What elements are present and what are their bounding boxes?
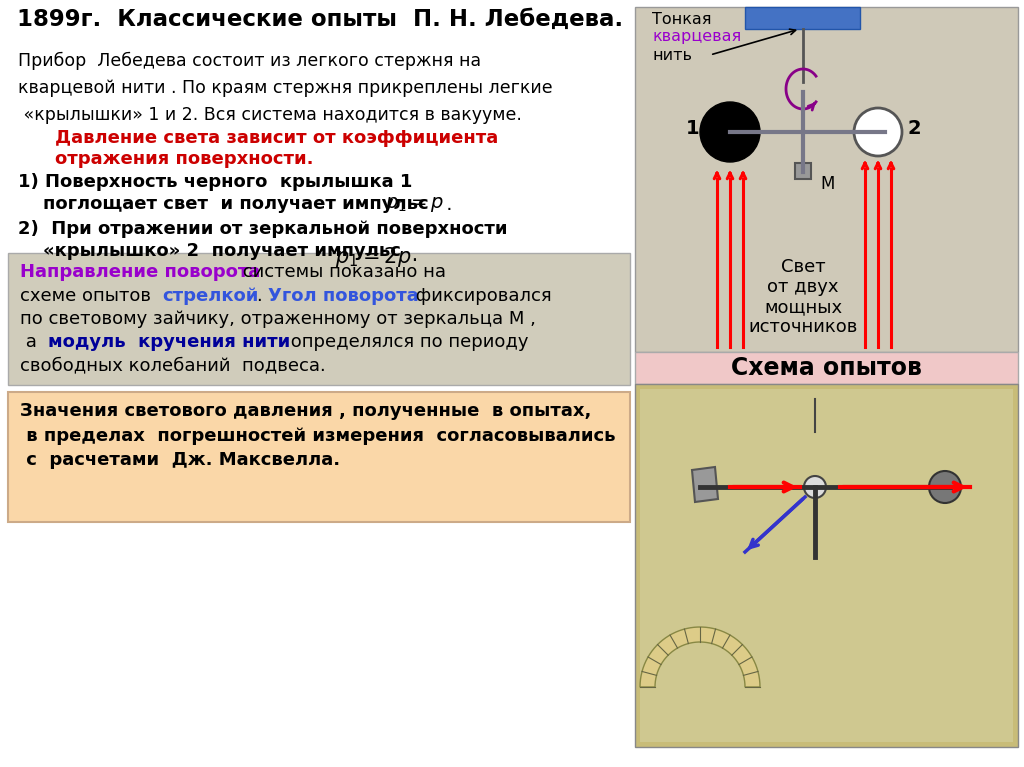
Text: по световому зайчику, отраженному от зеркальца М ,: по световому зайчику, отраженному от зер…: [20, 310, 536, 328]
Circle shape: [929, 471, 961, 503]
Text: схеме опытов: схеме опытов: [20, 287, 163, 305]
Text: «крылышко» 2  получает импульс: «крылышко» 2 получает импульс: [18, 242, 400, 260]
Text: $p_1 = 2p$: $p_1 = 2p$: [335, 245, 412, 269]
Bar: [640, 389, 1013, 742]
Text: Направление поворота: Направление поворота: [20, 263, 260, 281]
Text: определялся по периоду: определялся по периоду: [285, 333, 528, 351]
Bar: [745, 7, 860, 29]
Text: свободных колебаний  подвеса.: свободных колебаний подвеса.: [20, 356, 326, 374]
Text: источников: источников: [749, 318, 858, 336]
Text: $p_1 = p$: $p_1 = p$: [385, 195, 444, 214]
Text: .: .: [257, 287, 268, 305]
Text: модуль  кручения нити: модуль кручения нити: [48, 333, 290, 351]
Text: а: а: [20, 333, 43, 351]
Text: Давление света зависит от коэффициента: Давление света зависит от коэффициента: [55, 129, 499, 147]
Text: мощных: мощных: [764, 298, 842, 316]
Bar: [635, 384, 1018, 747]
Text: кварцевая: кварцевая: [652, 29, 741, 44]
Text: .: .: [406, 245, 418, 265]
Text: Значения светового давления , полученные  в опытах,: Значения светового давления , полученные…: [20, 402, 592, 420]
Text: Угол поворота: Угол поворота: [268, 287, 419, 305]
Text: 1899г.  Классические опыты  П. Н. Лебедева.: 1899г. Классические опыты П. Н. Лебедева…: [17, 8, 623, 31]
Polygon shape: [640, 627, 760, 687]
Bar: [795, 163, 811, 179]
Bar: [8, 253, 630, 385]
Text: Схема опытов: Схема опытов: [731, 356, 922, 380]
Text: 1: 1: [686, 120, 699, 139]
Circle shape: [804, 476, 826, 498]
Text: .: .: [440, 195, 453, 214]
Bar: [635, 352, 1018, 384]
Circle shape: [700, 102, 760, 162]
Text: в пределах  погрешностей измерения  согласовывались: в пределах погрешностей измерения соглас…: [20, 427, 615, 445]
Text: фиксировался: фиксировался: [410, 287, 552, 305]
Bar: [635, 7, 1018, 352]
Text: 2)  При отражении от зеркальной поверхности: 2) При отражении от зеркальной поверхнос…: [18, 220, 508, 238]
Text: поглощает свет  и получает импульс: поглощает свет и получает импульс: [18, 195, 429, 213]
Text: стрелкой: стрелкой: [162, 287, 258, 305]
Text: 2: 2: [907, 120, 921, 139]
Text: Тонкая: Тонкая: [652, 12, 712, 27]
Text: с  расчетами  Дж. Максвелла.: с расчетами Дж. Максвелла.: [20, 451, 340, 469]
Text: Прибор  Лебедева состоит из легкого стержня на
кварцевой нити . По краям стержня: Прибор Лебедева состоит из легкого стерж…: [18, 52, 553, 124]
Bar: [8, 392, 630, 522]
Text: от двух: от двух: [767, 278, 839, 296]
Text: нить: нить: [652, 48, 692, 62]
Text: М: М: [820, 175, 835, 193]
Text: Свет: Свет: [780, 258, 825, 276]
Circle shape: [854, 108, 902, 156]
Polygon shape: [692, 467, 718, 502]
Text: отражения поверхности.: отражения поверхности.: [55, 150, 313, 168]
Text: системы показано на: системы показано на: [237, 263, 446, 281]
Text: 1) Поверхность черного  крылышка 1: 1) Поверхность черного крылышка 1: [18, 173, 413, 191]
